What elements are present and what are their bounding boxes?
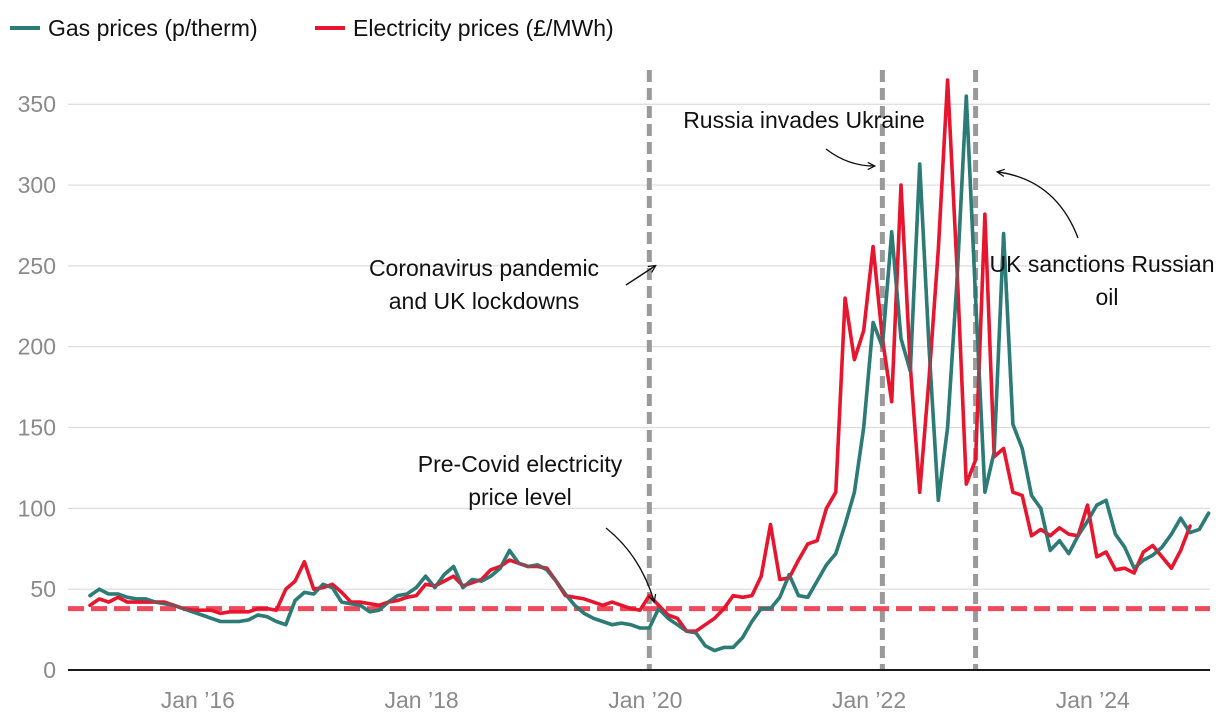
annotation-coronavirus-line-1: Coronavirus pandemic	[369, 255, 599, 281]
annotation-uk-sanctions-line-1: UK sanctions Russian	[990, 251, 1215, 277]
x-tick-label: Jan ’16	[161, 687, 235, 713]
y-tick-label: 100	[18, 495, 56, 521]
series-line-electricity	[88, 78, 1192, 634]
annotation-pre-covid: Pre-Covid electricity price level	[418, 451, 654, 601]
annotation-uk-sanctions-line-2: oil	[1095, 284, 1118, 310]
series-line-gas-overlay	[88, 94, 1211, 653]
x-tick-label: Jan ’20	[608, 687, 682, 713]
x-tick-label: Jan ’24	[1056, 687, 1130, 713]
annotation-pre-covid-arrow	[605, 527, 654, 601]
y-tick-label: 300	[18, 172, 56, 198]
annotation-uk-sanctions: UK sanctions Russian oil	[990, 172, 1215, 310]
annotation-pre-covid-line-2: price level	[468, 484, 572, 510]
annotation-uk-sanctions-arrow	[998, 172, 1079, 239]
annotation-russia-invades-arrow	[825, 148, 874, 166]
legend-label-gas: Gas prices (p/therm)	[48, 15, 258, 41]
y-tick-label: 200	[18, 334, 56, 360]
y-tick-label: 50	[30, 576, 56, 602]
legend-label-electricity: Electricity prices (£/MWh)	[353, 15, 614, 41]
annotation-coronavirus-line-2: and UK lockdowns	[389, 288, 580, 314]
y-tick-label: 250	[18, 253, 56, 279]
legend: Gas prices (p/therm) Electricity prices …	[10, 15, 614, 41]
vertical-markers	[646, 70, 979, 670]
x-tick-label: Jan ’18	[385, 687, 459, 713]
annotation-russia-invades-text: Russia invades Ukraine	[683, 107, 925, 133]
x-tick-label: Jan ’22	[832, 687, 906, 713]
annotation-pre-covid-line-1: Pre-Covid electricity	[418, 451, 623, 477]
y-axis-tick-labels: 0 50 100 150 200 250 300 350	[18, 91, 56, 683]
annotation-russia-invades: Russia invades Ukraine	[683, 107, 925, 166]
y-tick-label: 0	[43, 657, 56, 683]
y-tick-label: 350	[18, 91, 56, 117]
annotation-coronavirus-arrow	[625, 266, 655, 286]
annotation-coronavirus: Coronavirus pandemic and UK lockdowns	[369, 255, 655, 314]
y-tick-label: 150	[18, 415, 56, 441]
x-axis-tick-labels: Jan ’16 Jan ’18 Jan ’20 Jan ’22 Jan ’24	[161, 687, 1130, 713]
gridlines	[68, 103, 1210, 590]
